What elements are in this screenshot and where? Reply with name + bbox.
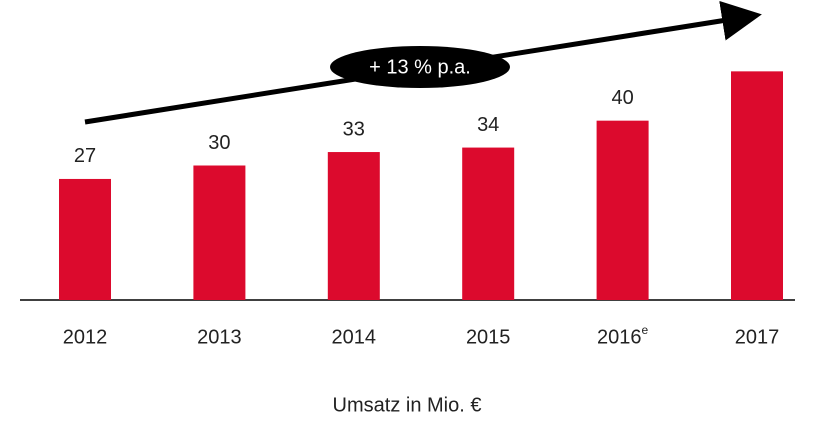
bar	[596, 120, 649, 301]
value-label: 33	[343, 118, 365, 140]
x-tick-label: 2015	[466, 326, 511, 348]
bar	[731, 71, 783, 300]
footnote-mark: e	[642, 323, 649, 337]
bar	[327, 152, 380, 300]
annotation: + 13 % p.a.	[369, 56, 471, 78]
bar	[193, 165, 246, 300]
x-tick-label: 2017	[735, 326, 780, 348]
bar	[59, 178, 111, 300]
x-tick-label: 2016e	[597, 323, 649, 348]
bar	[462, 147, 515, 300]
x-tick-label: 2014	[332, 326, 377, 348]
value-label: 30	[208, 132, 230, 154]
annotation-bubble	[330, 46, 510, 88]
value-label: 34	[477, 114, 499, 136]
value-label: 40	[611, 87, 633, 109]
value-label: 27	[74, 145, 96, 167]
x-tick-label: 2012	[63, 326, 108, 348]
x-axis-label: Umsatz in Mio. €	[333, 394, 482, 416]
x-tick-label: 2013	[197, 326, 242, 348]
